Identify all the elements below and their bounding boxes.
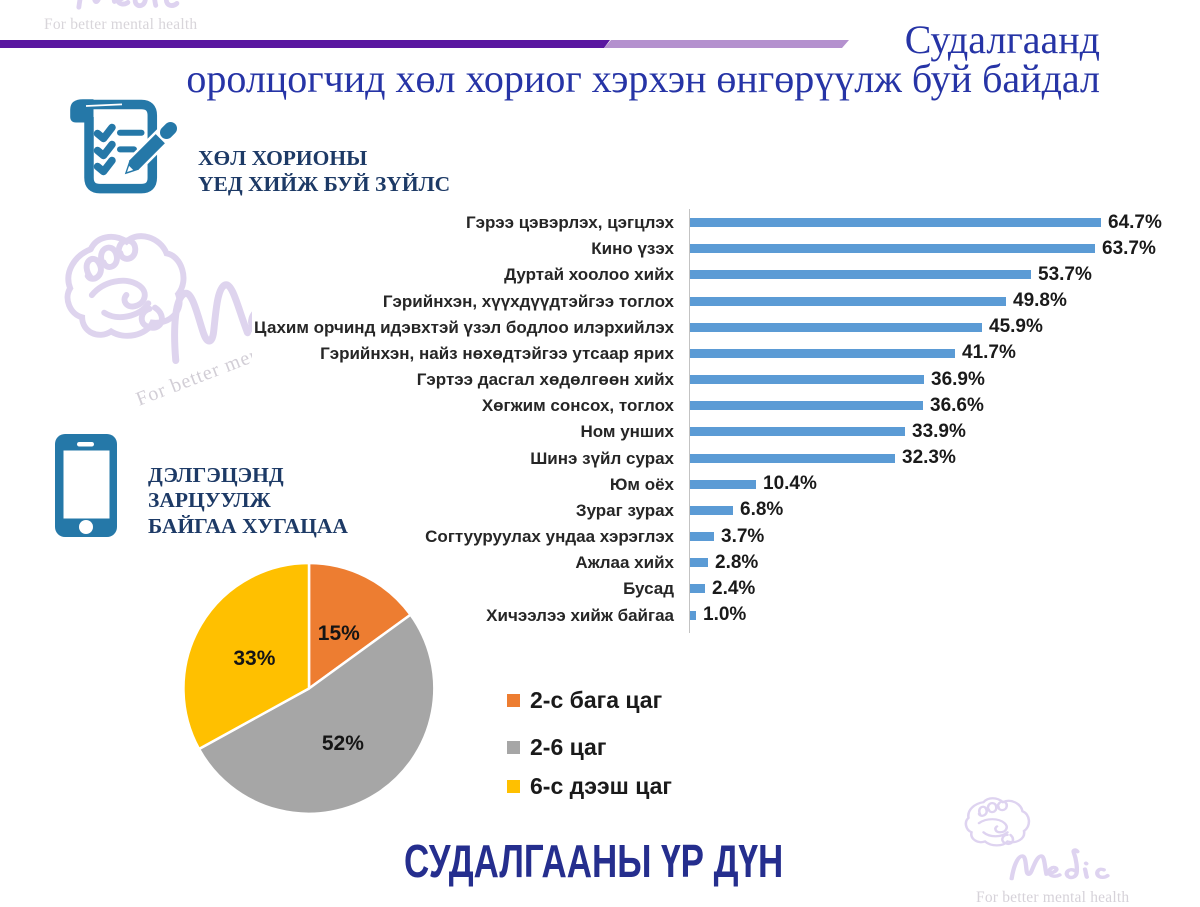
svg-text:52%: 52% [322, 732, 364, 755]
svg-text:33%: 33% [233, 647, 275, 670]
svg-text:15%: 15% [318, 622, 360, 645]
